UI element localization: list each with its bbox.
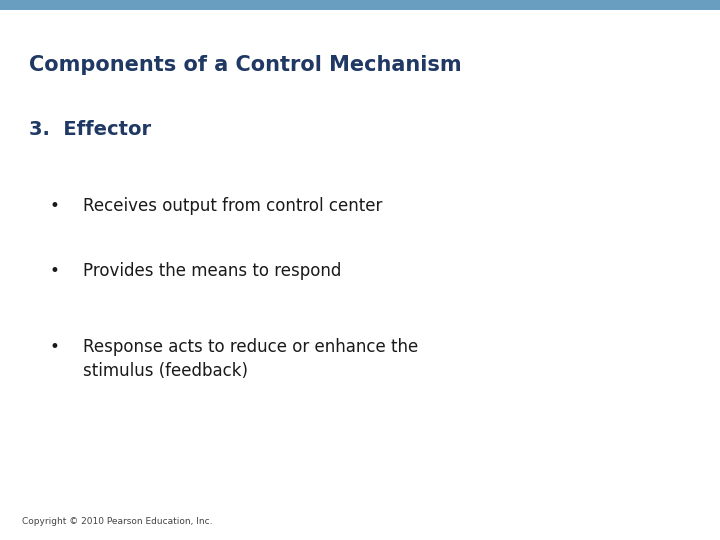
Text: •: • — [49, 338, 59, 355]
Bar — [0, 0, 720, 10]
Text: Copyright © 2010 Pearson Education, Inc.: Copyright © 2010 Pearson Education, Inc. — [22, 517, 212, 526]
Text: Provides the means to respond: Provides the means to respond — [83, 262, 341, 280]
Text: Components of a Control Mechanism: Components of a Control Mechanism — [29, 55, 462, 75]
Text: •: • — [49, 262, 59, 280]
Text: 3.  Effector: 3. Effector — [29, 120, 151, 139]
Text: Receives output from control center: Receives output from control center — [83, 197, 382, 215]
Text: Response acts to reduce or enhance the
stimulus (feedback): Response acts to reduce or enhance the s… — [83, 338, 418, 381]
Text: •: • — [49, 197, 59, 215]
